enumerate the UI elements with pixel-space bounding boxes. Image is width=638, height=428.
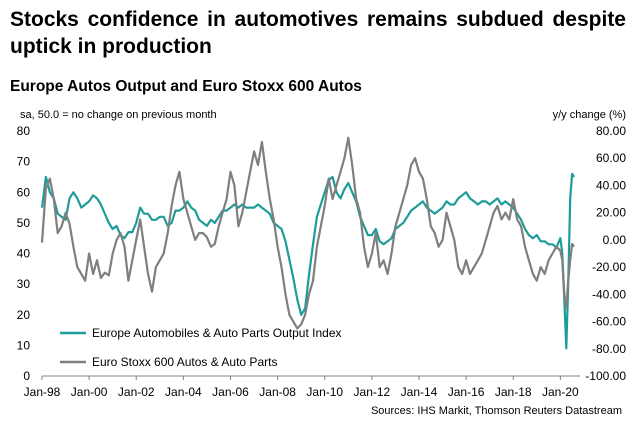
series-line-stoxx bbox=[40, 136, 575, 330]
left-tick-label: 0 bbox=[23, 369, 30, 383]
right-tick-label: 40.00 bbox=[596, 178, 626, 192]
right-axis-note: y/y change (%) bbox=[553, 109, 626, 121]
right-tick-label: 80.00 bbox=[596, 124, 626, 138]
right-tick-label: -40.00 bbox=[592, 287, 626, 301]
x-tick-label: Jan-14 bbox=[401, 385, 438, 399]
right-tick-label: -100.00 bbox=[585, 369, 626, 383]
left-tick-label: 30 bbox=[17, 277, 31, 291]
legend: Europe Automobiles & Auto Parts Output I… bbox=[60, 326, 342, 369]
right-tick-label: 0.00 bbox=[603, 233, 627, 247]
series-layer bbox=[40, 136, 576, 350]
left-tick-label: 50 bbox=[17, 216, 31, 230]
series-line-output bbox=[40, 172, 576, 350]
right-tick-label: -60.00 bbox=[592, 315, 626, 329]
left-tick-label: 80 bbox=[17, 124, 31, 138]
left-axis: 0 10 20 30 40 50 60 70 80 bbox=[17, 124, 31, 383]
right-tick-label: -80.00 bbox=[592, 342, 626, 356]
x-tick-label: Jan-06 bbox=[212, 385, 249, 399]
x-tick-label: Jan-18 bbox=[495, 385, 532, 399]
right-tick-label: 20.00 bbox=[596, 206, 626, 220]
x-tick-label: Jan-20 bbox=[542, 385, 579, 399]
left-tick-label: 60 bbox=[17, 185, 31, 199]
chart-title: Europe Autos Output and Euro Stoxx 600 A… bbox=[10, 78, 362, 95]
source-note: Sources: IHS Markit, Thomson Reuters Dat… bbox=[371, 405, 622, 417]
x-tick-label: Jan-00 bbox=[71, 385, 108, 399]
x-tick-label: Jan-98 bbox=[24, 385, 61, 399]
right-tick-label: 60.00 bbox=[596, 151, 626, 165]
right-tick-label: -20.00 bbox=[592, 260, 626, 274]
left-axis-note: sa, 50.0 = no change on previous month bbox=[20, 109, 217, 121]
x-tick-label: Jan-02 bbox=[118, 385, 155, 399]
x-tick-label: Jan-10 bbox=[306, 385, 343, 399]
left-tick-label: 40 bbox=[17, 247, 31, 261]
left-tick-label: 20 bbox=[17, 308, 31, 322]
x-axis: Jan-98 Jan-00 Jan-02 Jan-04 Jan-06 Jan-08 Jan-… bbox=[24, 376, 579, 399]
x-tick-label: Jan-04 bbox=[165, 385, 202, 399]
x-tick-label: Jan-08 bbox=[259, 385, 296, 399]
left-tick-label: 10 bbox=[17, 338, 31, 352]
headline: Stocks confidence in automotives remains… bbox=[10, 8, 626, 58]
legend-label-output: Europe Automobiles & Auto Parts Output I… bbox=[92, 326, 342, 340]
x-tick-label: Jan-12 bbox=[354, 385, 391, 399]
left-tick-label: 70 bbox=[17, 155, 31, 169]
x-tick-label: Jan-16 bbox=[448, 385, 485, 399]
legend-label-stoxx: Euro Stoxx 600 Autos & Auto Parts bbox=[92, 355, 277, 369]
right-axis: -100.00 -80.00 -60.00 -40.00 -20.00 0.00 20.00… bbox=[585, 124, 626, 383]
